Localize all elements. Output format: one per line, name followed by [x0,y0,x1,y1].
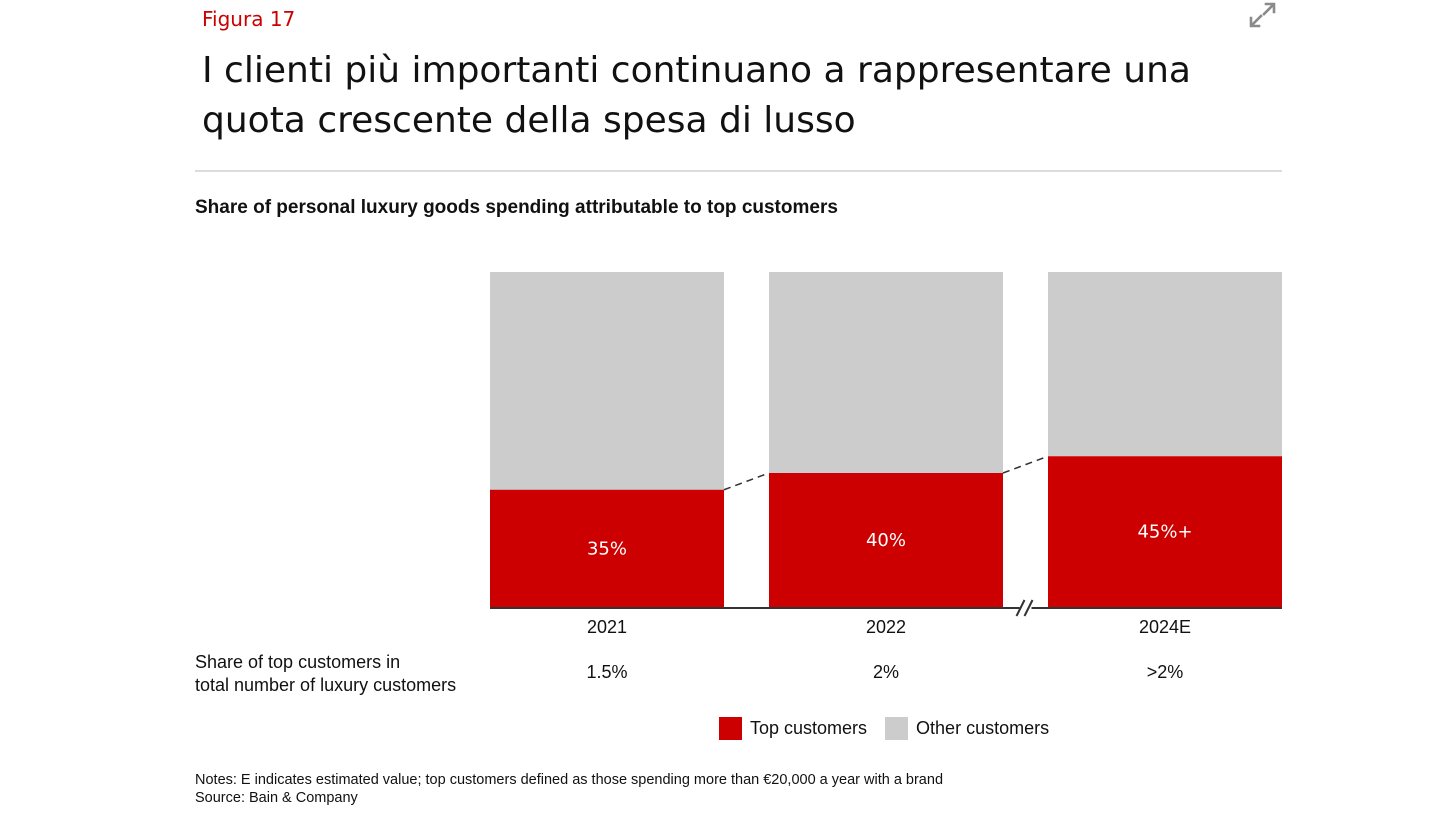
notes-text: Notes: E indicates estimated value; top … [195,772,944,788]
bar-top-2021 [490,489,724,607]
bar-other-2021 [490,272,724,490]
legend-label-other-customers: Other customers [916,718,1050,738]
figure-label: Figura 17 [202,7,296,31]
share-value-2024e: >2% [1146,662,1184,682]
share-row-label-line1: Share of top customers in [195,652,401,672]
connector-line-2 [1002,455,1049,474]
legend-item-top-customers: Top customers [719,717,867,740]
share-value-2022: 2% [872,662,899,682]
chart-title: Share of personal luxury goods spending … [195,197,838,218]
bar-other-2022 [769,272,1003,473]
legend-label-top-customers: Top customers [750,718,868,738]
legend: Top customers Other customers [719,717,1067,740]
bar-label-2021: 35% [587,538,627,559]
notes: Notes: E indicates estimated value; top … [195,771,943,807]
bar-label-2022: 40% [866,530,906,551]
share-value-2021: 1.5% [586,662,628,682]
page-title: I clienti più importanti continuano a ra… [202,50,1191,141]
axis-break-mark-2 [1023,599,1034,617]
bar-label-2024e: 45%+ [1137,522,1192,543]
legend-swatch-other-customers [885,717,909,740]
legend-item-other-customers: Other customers [885,717,1049,740]
legend-swatch-top-customers [719,717,742,740]
tick-label-2024e: 2024E [1139,617,1191,637]
tick-label-2021: 2021 [587,617,627,637]
expand-arrows-icon[interactable] [1248,0,1278,30]
divider [195,170,1282,172]
tick-label-2022: 2022 [866,617,906,637]
share-row-label-line2: total number of luxury customers [195,675,457,695]
bar-top-2022 [769,473,1003,607]
bar-top-2024e [1048,456,1282,607]
axis-break-mark-1 [1015,599,1026,617]
share-row-label: Share of top customers in total number o… [195,651,456,697]
source-text: Source: Bain & Company [195,790,358,806]
bar-other-2024e [1048,272,1282,457]
connector-line-1 [723,472,770,491]
